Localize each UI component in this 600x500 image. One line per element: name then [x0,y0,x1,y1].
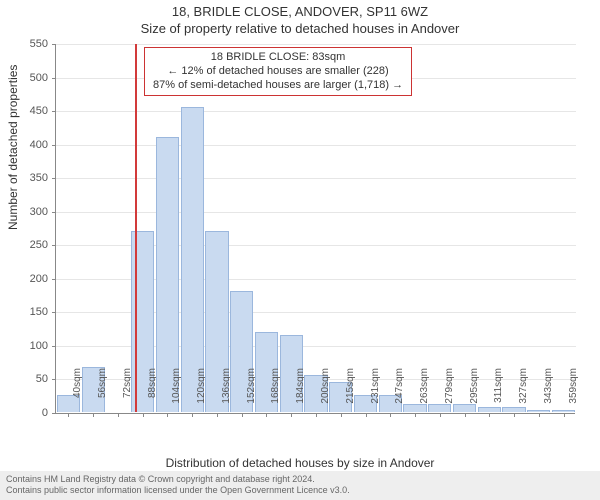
gridline [56,212,576,213]
ytick-mark [52,245,56,246]
ytick-label: 300 [0,206,48,218]
subtitle: Size of property relative to detached ho… [0,19,600,36]
histogram-bar [181,107,204,412]
xtick-mark [341,413,342,417]
plot-area: 18 BRIDLE CLOSE: 83sqm ← 12% of detached… [55,44,575,414]
ytick-mark [52,111,56,112]
xtick-label: 56sqm [97,368,108,418]
ytick-mark [52,178,56,179]
xtick-mark [489,413,490,417]
annotation-box: 18 BRIDLE CLOSE: 83sqm ← 12% of detached… [144,47,412,96]
xtick-mark [564,413,565,417]
xtick-mark [291,413,292,417]
x-axis-label: Distribution of detached houses by size … [0,456,600,470]
ytick-mark [52,413,56,414]
xtick-mark [316,413,317,417]
xtick-mark [93,413,94,417]
ytick-label: 100 [0,340,48,352]
annotation-line1: 18 BRIDLE CLOSE: 83sqm [153,51,403,65]
xtick-mark [539,413,540,417]
ytick-mark [52,279,56,280]
xtick-mark [143,413,144,417]
xtick-mark [514,413,515,417]
ytick-label: 250 [0,239,48,251]
reference-line [135,44,137,412]
xtick-mark [415,413,416,417]
ytick-mark [52,379,56,380]
ytick-mark [52,346,56,347]
annotation-line2: ← 12% of detached houses are smaller (22… [153,65,403,79]
ytick-label: 150 [0,306,48,318]
footer-line1: Contains HM Land Registry data © Crown c… [6,474,594,485]
xtick-mark [440,413,441,417]
xtick-mark [390,413,391,417]
xtick-mark [217,413,218,417]
footer: Contains HM Land Registry data © Crown c… [0,471,600,500]
ytick-label: 500 [0,72,48,84]
chart: 18 BRIDLE CLOSE: 83sqm ← 12% of detached… [55,44,575,414]
xtick-mark [266,413,267,417]
xtick-mark [242,413,243,417]
ytick-label: 50 [0,373,48,385]
annotation-line3: 87% of semi-detached houses are larger (… [153,79,403,93]
ytick-label: 350 [0,172,48,184]
xtick-mark [192,413,193,417]
xtick-mark [465,413,466,417]
ytick-mark [52,145,56,146]
ytick-mark [52,78,56,79]
xtick-mark [167,413,168,417]
gridline [56,145,576,146]
gridline [56,178,576,179]
xtick-mark [366,413,367,417]
ytick-label: 0 [0,407,48,419]
gridline [56,111,576,112]
footer-line2: Contains public sector information licen… [6,485,594,496]
xtick-mark [68,413,69,417]
address-title: 18, BRIDLE CLOSE, ANDOVER, SP11 6WZ [0,0,600,19]
xtick-label: 359sqm [568,368,579,418]
ytick-mark [52,312,56,313]
ytick-label: 550 [0,38,48,50]
ytick-mark [52,44,56,45]
xtick-mark [118,413,119,417]
ytick-mark [52,212,56,213]
gridline [56,44,576,45]
ytick-label: 450 [0,105,48,117]
ytick-label: 200 [0,273,48,285]
ytick-label: 400 [0,139,48,151]
